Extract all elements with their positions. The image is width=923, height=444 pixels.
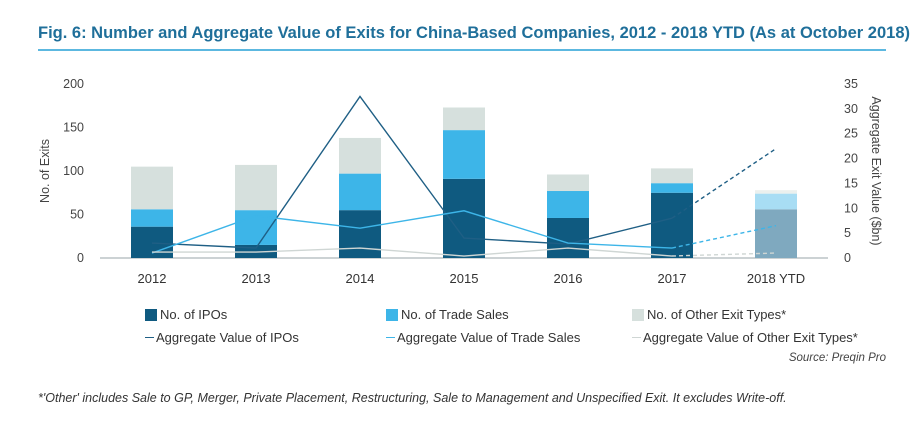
x-tick-label: 2015 [450,271,479,286]
y-tick-label: 50 [70,208,84,222]
x-tick-label: 2013 [242,271,271,286]
bar-ipos [339,210,381,258]
legend-swatch-other [632,308,644,321]
legend-item-other: No. of Other Exit Types* [632,307,786,322]
y2-tick-label: 25 [844,127,858,141]
bar-other-exits [651,168,693,184]
line-trade-value [151,210,673,254]
bar-trade-sales [547,191,589,218]
bar-trade-sales [131,209,173,227]
bar-trade-sales [339,173,381,211]
bar-trade-sales [651,183,693,193]
line-trade-value-ytd [671,225,777,249]
chart-title: Fig. 6: Number and Aggregate Value of Ex… [38,24,910,42]
x-tick-label: 2017 [658,271,687,286]
title-rule [38,49,886,51]
x-tick-label: 2018 YTD [747,271,805,286]
legend-item-ipo-value: Aggregate Value of IPOs [145,330,299,345]
bar-other-exits [755,190,797,194]
legend-label-ipos: No. of IPOs [160,307,228,322]
y2-axis-label: Aggregate Exit Value ($bn) [869,96,883,245]
footnote: *'Other' includes Sale to GP, Merger, Pr… [38,391,787,405]
source-note: Source: Preqin Pro [788,352,886,364]
line-ipo-value [151,95,673,249]
legend-label-trade-sales: No. of Trade Sales [401,307,509,322]
bar-trade-sales [443,130,485,179]
legend-label-other-value: Aggregate Value of Other Exit Types* [643,330,858,345]
y2-tick-label: 20 [844,152,858,166]
legend-line-ipo-value [145,337,154,338]
legend-swatch-trade-sales [386,308,398,321]
y-tick-label: 100 [63,164,84,178]
bar-ipos [131,226,173,258]
line-other-value [152,247,673,257]
bar-other-exits [547,174,589,192]
line-other-value-ytd [671,252,777,257]
legend-label-ipo-value: Aggregate Value of IPOs [156,330,299,345]
bar-ipos [651,192,693,258]
y2-tick-label: 5 [844,226,851,240]
bar-ipos [547,217,589,258]
legend-item-ipos: No. of IPOs [145,307,227,322]
legend-label-trade-value: Aggregate Value of Trade Sales [397,330,581,345]
legend-item-trade-value: Aggregate Value of Trade Sales [386,330,580,345]
bar-other-exits [131,166,173,210]
bar-other-exits [339,137,381,174]
y2-tick-label: 15 [844,176,858,190]
legend-label-other: No. of Other Exit Types* [647,307,787,322]
bar-other-exits [443,107,485,131]
y-tick-label: 200 [63,77,84,91]
y-axis-label: No. of Exits [38,139,52,203]
y2-tick-label: 10 [844,201,858,215]
bar-other-exits [235,164,277,211]
x-tick-label: 2012 [138,271,167,286]
y-tick-label: 150 [63,121,84,135]
x-tick-label: 2014 [346,271,375,286]
y2-tick-label: 30 [844,102,858,116]
legend-line-other-value [632,337,641,338]
legend-item-other-value: Aggregate Value of Other Exit Types* [632,330,858,345]
y-tick-label: 0 [77,251,84,265]
bar-ipos [755,209,797,258]
bar-trade-sales [755,193,797,210]
x-tick-label: 2016 [554,271,583,286]
legend-item-trade-sales: No. of Trade Sales [386,307,509,322]
legend-line-trade-value [386,337,395,338]
y2-tick-label: 0 [844,251,851,265]
y2-tick-label: 35 [844,77,858,91]
legend-swatch-ipos [145,308,157,321]
